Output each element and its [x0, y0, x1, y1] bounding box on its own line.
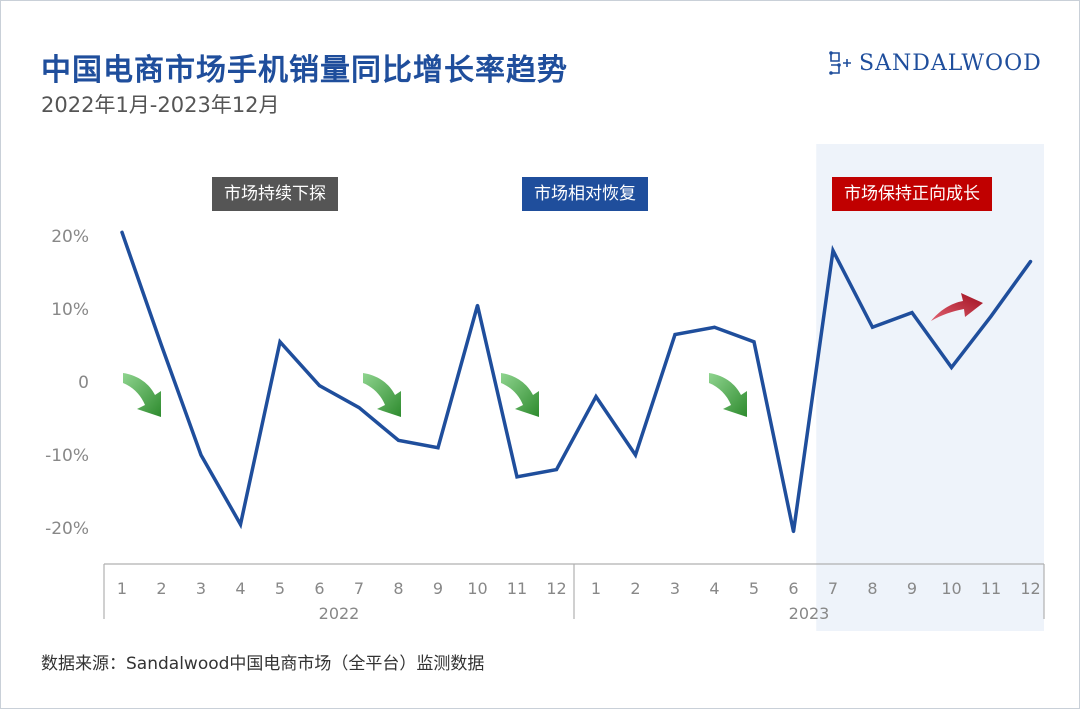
data-point [594, 395, 598, 399]
brand-name: SANDALWOOD [859, 50, 1042, 76]
y-tick-label: 10% [51, 300, 89, 320]
x-tick-label: 10 [467, 579, 487, 598]
data-point [989, 314, 993, 318]
line-chart: 20%10%0-10%-20%1 2 3 4 5 6 7 8 9 10 11 12 1 2 3 4 5 6 7 8 9 1… [45, 144, 1045, 631]
x-tick-label: 9 [433, 579, 443, 598]
x-tick-label: 11 [981, 579, 1001, 598]
x-tick-label: 8 [867, 579, 877, 598]
brand-logo: SANDALWOOD [827, 47, 1042, 79]
data-point [476, 303, 479, 307]
y-tick-label: 0 [78, 373, 89, 393]
data-point [555, 468, 558, 472]
x-year-label: 2023 [789, 604, 830, 623]
data-point [436, 446, 440, 450]
highlight-band [816, 144, 1044, 631]
data-point [634, 453, 637, 457]
data-point [713, 325, 716, 329]
x-tick-label: 2 [630, 579, 640, 598]
trend-down-arrow-icon [363, 373, 401, 417]
phase-label-growth: 市场保持正向成长 [832, 177, 992, 211]
sandalwood-logo-icon [829, 51, 851, 75]
data-point [515, 475, 519, 479]
y-tick-label: -20% [45, 519, 89, 539]
data-point [357, 406, 361, 410]
y-tick-label: 20% [51, 227, 89, 247]
x-tick-label: 4 [235, 579, 245, 598]
chart-title: 中国电商市场手机销量同比增长率趋势 [41, 53, 568, 88]
x-tick-label: 9 [907, 579, 917, 598]
x-tick-label: 6 [788, 579, 798, 598]
data-point [831, 249, 835, 253]
data-point [871, 325, 874, 329]
x-tick-label: 3 [670, 579, 680, 598]
x-tick-label: 8 [393, 579, 403, 598]
phase-label-decline: 市场持续下探 [212, 177, 338, 211]
trend-down-arrow-icon [501, 373, 539, 417]
data-point [1029, 260, 1032, 264]
x-tick-label: 2 [156, 579, 166, 598]
x-tick-label: 7 [828, 579, 838, 598]
data-source-note: 数据来源：Sandalwood中国电商市场（全平台）监测数据 [41, 654, 485, 674]
data-point [239, 522, 242, 526]
x-tick-label: 6 [314, 579, 324, 598]
x-tick-label: 7 [354, 579, 364, 598]
data-point [950, 365, 953, 369]
x-tick-label: 10 [941, 579, 961, 598]
data-point [397, 438, 400, 442]
data-point [318, 384, 321, 388]
x-tick-label: 5 [275, 579, 285, 598]
x-tick-label: 3 [196, 579, 206, 598]
data-point [278, 340, 282, 344]
data-point [673, 333, 677, 337]
y-tick-label: -10% [45, 446, 89, 466]
trend-down-arrow-icon [709, 373, 747, 417]
data-point [160, 344, 163, 347]
x-year-label: 2022 [319, 604, 360, 623]
x-tick-label: 12 [1020, 579, 1040, 598]
trend-down-arrow-icon [123, 373, 161, 417]
x-tick-label: 1 [591, 579, 601, 598]
data-point [792, 530, 795, 534]
chart-subtitle: 2022年1月-2023年12月 [41, 93, 280, 117]
x-tick-label: 12 [546, 579, 566, 598]
data-point [120, 230, 124, 234]
x-tick-label: 5 [749, 579, 759, 598]
data-point [752, 340, 756, 344]
data-point [199, 453, 203, 457]
series-line [120, 230, 1033, 533]
x-tick-label: 1 [117, 579, 127, 598]
phase-label-recovery: 市场相对恢复 [522, 177, 648, 211]
x-tick-label: 4 [709, 579, 719, 598]
x-tick-label: 11 [507, 579, 527, 598]
trend-up-arrow-icon [931, 293, 983, 321]
data-point [910, 311, 914, 315]
